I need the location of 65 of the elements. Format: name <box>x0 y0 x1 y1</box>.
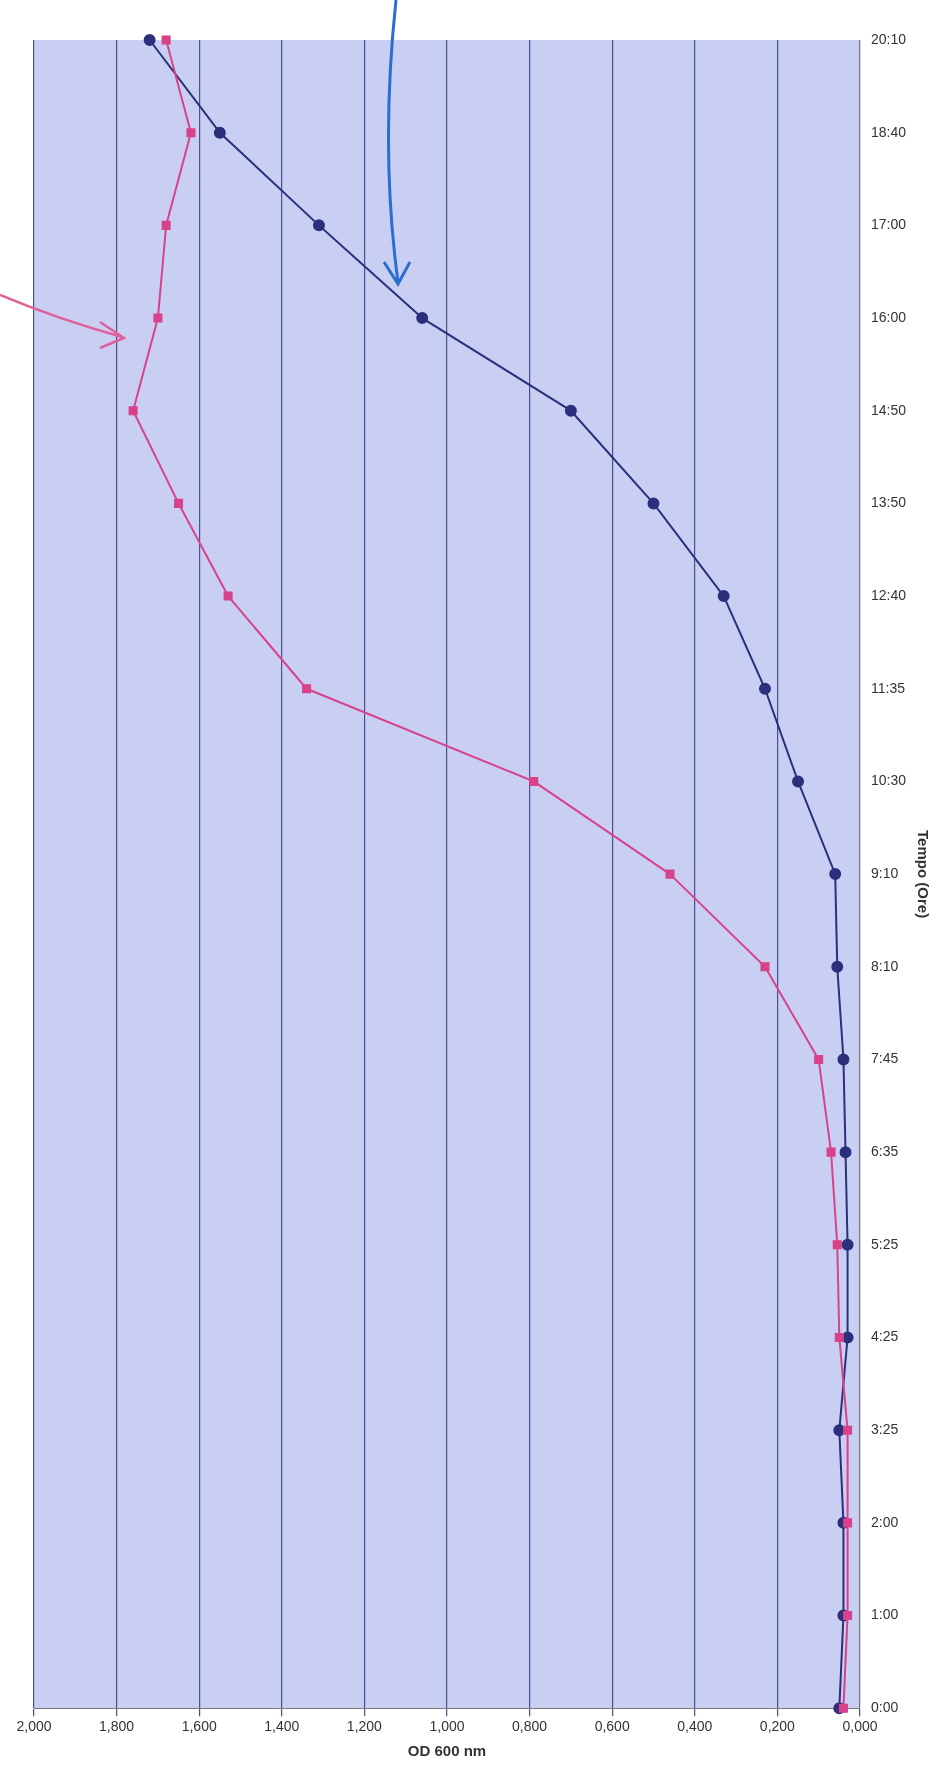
point <box>841 1238 854 1251</box>
y-tick-label: 2:00 <box>870 1513 899 1530</box>
y-tick-label: 14:50 <box>870 401 907 418</box>
y-tick-label: 16:00 <box>870 308 907 325</box>
point <box>826 1147 836 1157</box>
point <box>302 684 312 694</box>
point <box>834 1332 844 1343</box>
y-tick-label: 20:10 <box>870 30 907 47</box>
point <box>174 498 184 508</box>
point <box>213 126 226 139</box>
y-tick-label: 10:30 <box>870 772 907 789</box>
x-tick-label: 0,800 <box>512 1718 548 1735</box>
y-axis-title: Tempo (Ore) <box>914 830 932 919</box>
x-tick-label: 1,000 <box>429 1718 465 1735</box>
x-tick-label: 0,400 <box>677 1718 713 1735</box>
point <box>843 1518 853 1528</box>
y-tick-label: 5:25 <box>870 1235 899 1252</box>
y-tick-label: 7:45 <box>870 1050 899 1067</box>
point <box>312 219 325 232</box>
point <box>564 404 577 417</box>
x-tick-label: 0,000 <box>842 1718 878 1735</box>
point <box>416 312 429 325</box>
x-tick-label: 1,600 <box>181 1718 217 1735</box>
point <box>647 497 660 510</box>
point <box>839 1146 852 1159</box>
point <box>161 35 171 45</box>
point <box>529 776 539 786</box>
x-tick-label: 2,000 <box>16 1718 52 1735</box>
point <box>717 590 730 603</box>
point <box>792 775 805 788</box>
y-tick-label: 17:00 <box>870 216 907 233</box>
y-tick-label: 8:10 <box>870 957 899 974</box>
point <box>161 220 171 230</box>
y-tick-label: 0:00 <box>870 1699 899 1716</box>
x-axis-title: OD 600 nm <box>407 1742 487 1760</box>
point <box>665 869 675 879</box>
y-tick-label: 4:25 <box>870 1328 899 1345</box>
point <box>814 1054 824 1064</box>
y-tick-label: 13:50 <box>870 494 907 511</box>
x-tick-label: 1,400 <box>264 1718 300 1735</box>
y-tick-label: 12:40 <box>870 586 907 603</box>
y-tick-label: 1:00 <box>870 1606 899 1623</box>
point <box>838 1703 848 1713</box>
point <box>223 591 233 601</box>
point <box>758 682 771 695</box>
x-tick-label: 0,600 <box>594 1718 630 1735</box>
point <box>832 1240 842 1250</box>
x-tick-label: 1,200 <box>346 1718 383 1735</box>
point <box>128 406 138 416</box>
point <box>831 960 844 973</box>
y-tick-label: 6:35 <box>870 1142 899 1159</box>
point <box>837 1053 850 1066</box>
y-tick-label: 18:40 <box>870 123 907 140</box>
y-tick-label: 9:10 <box>870 864 899 881</box>
point <box>843 1425 853 1435</box>
point <box>186 128 196 138</box>
y-tick-label: 11:35 <box>870 679 906 696</box>
point <box>153 313 163 323</box>
point <box>829 868 842 881</box>
point <box>760 962 770 972</box>
point <box>843 1610 853 1621</box>
x-tick-label: 1,800 <box>99 1718 135 1735</box>
x-tick-label: 0,200 <box>759 1718 796 1735</box>
y-tick-label: 3:25 <box>870 1421 899 1438</box>
point <box>143 34 156 46</box>
